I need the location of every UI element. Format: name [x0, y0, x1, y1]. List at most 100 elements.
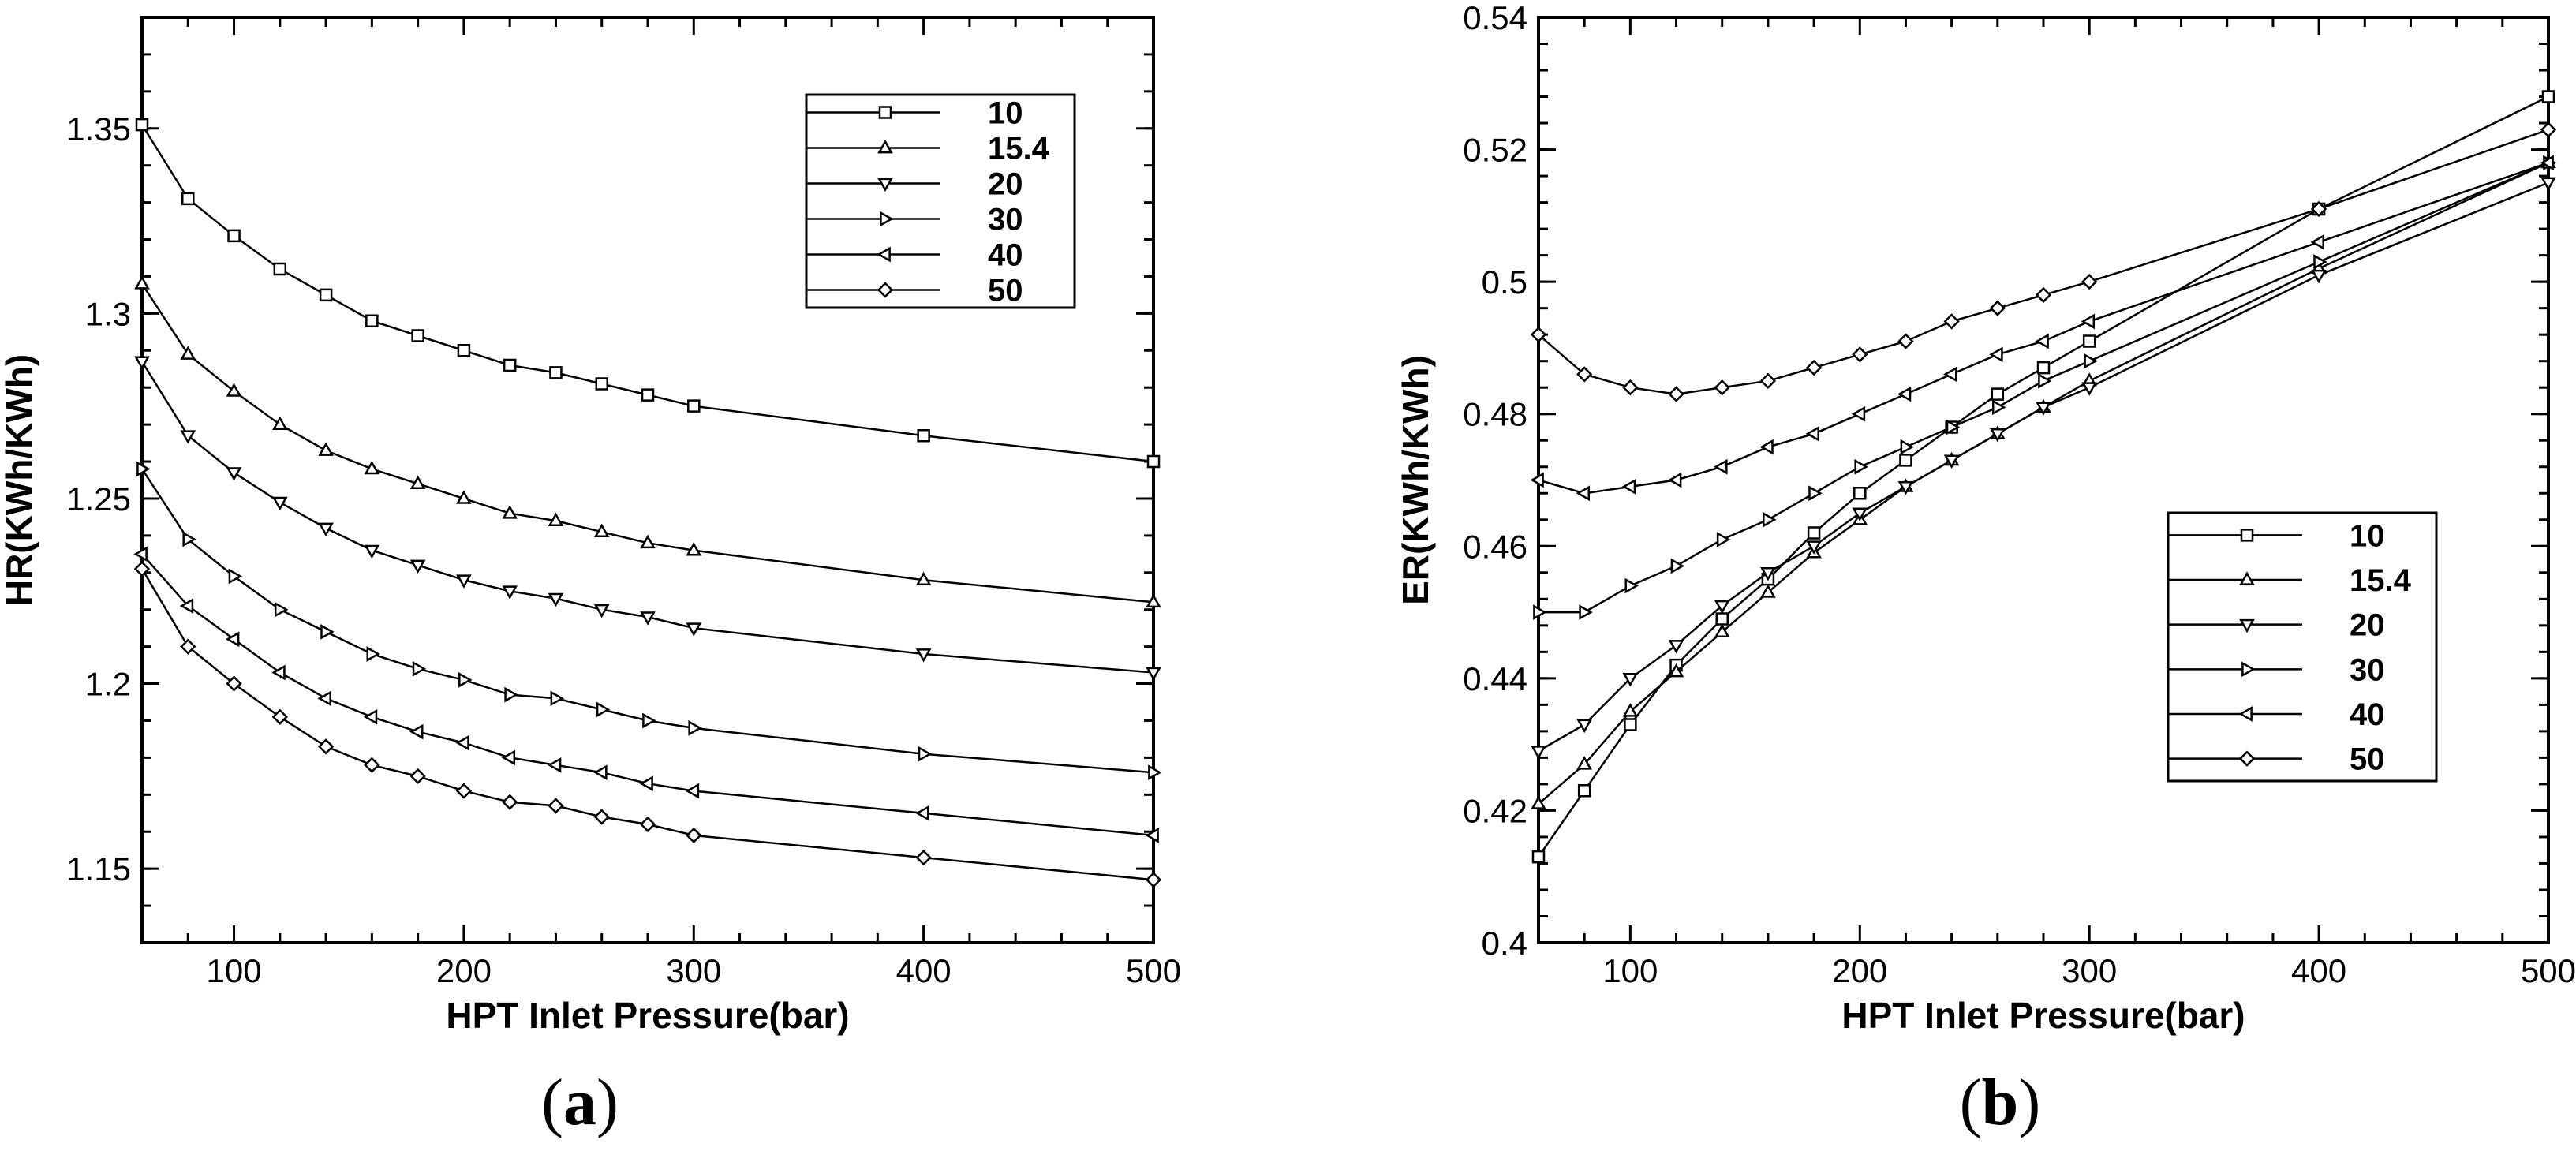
chart-b-point-20: [1668, 640, 1684, 654]
chart-b-legend-marker-50: [2238, 750, 2256, 767]
chart-a-point-15.4: [915, 571, 932, 586]
chart-b-point-40: [2540, 155, 2554, 171]
chart-a-point-50: [548, 798, 564, 814]
chart-b-point-40: [2081, 313, 2096, 330]
chart-b-y-axis-label: ER(KWh/KWh): [1395, 355, 1436, 605]
chart-b-point-20: [1943, 454, 1960, 469]
chart-a-point-50: [502, 794, 518, 810]
chart-a-point-10: [365, 314, 379, 327]
chart-a-point-10: [411, 329, 424, 342]
chart-b-point-40: [1576, 485, 1591, 502]
chart-b-point-10: [2082, 334, 2096, 348]
chart-b-point-50: [1943, 313, 1960, 330]
chart-a-legend-marker-15.4: [877, 139, 893, 154]
chart-a-legend-marker-20: [877, 178, 893, 192]
chart-b-legend-marker-15.4: [2239, 571, 2255, 585]
chart-a-point-10: [457, 344, 471, 357]
chart-a-point-30: [504, 686, 518, 703]
chart-a-legend-box: [805, 93, 1076, 309]
chart-a-point-30: [366, 646, 380, 662]
chart-a-point-15.4: [593, 523, 610, 538]
chart-a-point-50: [455, 783, 473, 799]
chart-a-point-50: [639, 816, 656, 833]
chart-b-point-50: [1989, 300, 2006, 316]
chart-a-point-40: [501, 749, 516, 766]
chart-a-point-20: [915, 648, 932, 663]
chart-b-point-40: [1530, 472, 1544, 488]
chart-a-point-10: [135, 118, 149, 132]
chart-b-point-30: [1579, 604, 1593, 620]
chart-a-point-50: [271, 708, 288, 725]
chart-a-x-axis-label: HPT Inlet Pressure(bar): [446, 995, 849, 1036]
chart-b-point-40: [1943, 366, 1957, 383]
chart-b-point-20: [2540, 177, 2556, 192]
chart-a-y-tick-label: 1.15: [66, 850, 131, 888]
chart-a-series-15.4: [134, 275, 1161, 608]
chart-a-legend-marker-50: [877, 282, 894, 298]
chart-a-legend-label-15.4: 15.4: [988, 132, 1050, 166]
chart-a-y-tick-label: 1.35: [66, 110, 131, 148]
chart-b-legend-label-10: 10: [2350, 518, 2385, 553]
chart-b-point-50: [1714, 379, 1730, 396]
chart-a-point-15.4: [640, 534, 656, 549]
chart-b-panel-label: (b): [1960, 1066, 2041, 1139]
chart-a-point-50: [1145, 872, 1162, 888]
chart-b-legend-marker-20: [2239, 618, 2255, 633]
chart-a-series-40: [133, 546, 1159, 843]
chart-a-point-20: [364, 544, 380, 559]
chart-b-point-30: [1991, 399, 2006, 416]
chart-a-series-30: [136, 461, 1162, 781]
chart-a-point-15.4: [686, 542, 702, 556]
chart-a-series-50: [133, 560, 1162, 888]
chart-a-point-50: [593, 809, 610, 825]
chart-b-point-30: [1900, 439, 1915, 455]
chart-b-point-15.4: [1714, 623, 1730, 638]
chart-b-point-20: [1714, 600, 1730, 615]
chart-a-point-30: [228, 568, 243, 585]
chart-b-point-50: [1852, 346, 1868, 363]
chart-b-point-10: [1853, 487, 1867, 500]
chart-b-point-10: [2541, 90, 2555, 103]
chart-b-point-10: [1807, 526, 1821, 540]
chart-a-series-20: [134, 356, 1161, 682]
chart-b-point-50: [1805, 359, 1823, 376]
chart-b-point-10: [1577, 784, 1591, 798]
chart-b-legend-label-40: 40: [2350, 697, 2385, 732]
chart-a-legend-marker-40: [877, 246, 891, 263]
chart-b-point-15.4: [1576, 756, 1593, 770]
chart-b-point-20: [1806, 540, 1822, 555]
chart-b-point-50: [2035, 286, 2052, 304]
chart-a-point-30: [688, 720, 702, 736]
chart-b-series-20: [1531, 177, 2556, 760]
chart-b-legend: 10 15.4 20 30 40 50: [2167, 511, 2438, 783]
chart-b-point-10: [1624, 718, 1637, 731]
chart-a-point-40: [225, 631, 240, 648]
chart-a-point-15.4: [271, 416, 288, 430]
chart-a-point-10: [687, 399, 701, 413]
chart-b-series-30: [1533, 155, 2557, 620]
chart-b-point-20: [1531, 746, 1546, 760]
chart-b-point-15.4: [1668, 663, 1684, 678]
chart-a-legend-label-20: 20: [988, 167, 1023, 202]
chart-b-point-50: [2540, 121, 2557, 138]
chart-b-point-50: [1622, 379, 1639, 396]
chart-b-point-20: [1989, 428, 2006, 443]
chart-a-point-30: [412, 660, 427, 677]
chart-a-point-10: [227, 229, 241, 243]
chart-b-legend-label-50: 50: [2350, 742, 2385, 777]
chart-a-legend-label-30: 30: [988, 203, 1023, 237]
chart-a-y-tick-label: 1.3: [85, 295, 131, 332]
chart-b-point-40: [1621, 479, 1636, 495]
chart-a-y-axis-label: HR(KWh/KWh): [0, 354, 39, 606]
chart-b-point-30: [1946, 419, 1961, 435]
chart-a-point-15.4: [456, 490, 472, 504]
chart-b-point-30: [1854, 458, 1868, 475]
chart-a-point-30: [274, 601, 289, 618]
chart-a-point-10: [181, 192, 195, 206]
chart-b-x-tick-label: 400: [2291, 952, 2346, 989]
chart-a-point-50: [409, 768, 426, 785]
chart-a-point-30: [136, 461, 151, 477]
chart-a-point-10: [503, 358, 517, 372]
